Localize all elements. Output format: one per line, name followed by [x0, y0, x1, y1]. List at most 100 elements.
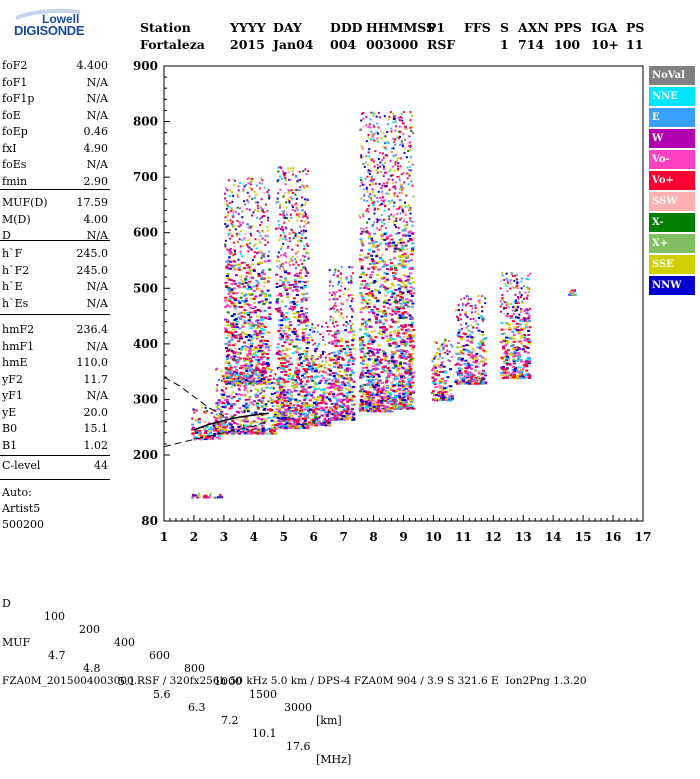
ionogram-point [378, 261, 381, 263]
ionogram-point [262, 231, 264, 233]
ionogram-point [403, 405, 406, 407]
ionogram-point [251, 306, 254, 308]
ionogram-point [277, 201, 279, 203]
ionogram-point [229, 325, 232, 327]
ionogram-point [225, 187, 227, 189]
ionogram-point [251, 312, 254, 314]
ionogram-point [384, 315, 387, 317]
ionogram-point [401, 245, 404, 247]
ionogram-point [239, 221, 241, 223]
ionogram-point [304, 384, 307, 386]
ionogram-point [378, 112, 380, 114]
ionogram-point [299, 171, 301, 173]
ionogram-point [291, 385, 294, 387]
ionogram-point [225, 282, 228, 284]
ionogram-point [267, 281, 270, 283]
ionogram-point [411, 303, 414, 305]
ionogram-point [353, 334, 356, 336]
ionogram-point [364, 375, 367, 377]
ionogram-point [286, 217, 288, 219]
ionogram-point [392, 374, 395, 376]
ionogram-point [233, 326, 236, 328]
ionogram-point [242, 222, 244, 224]
ionogram-point [326, 415, 329, 417]
ionogram-point [262, 361, 265, 363]
ionogram-point [231, 426, 234, 428]
ionogram-point [405, 317, 408, 319]
ionogram-point [392, 397, 395, 399]
ionogram-point [363, 228, 365, 230]
ionogram-point [331, 418, 334, 420]
ionogram-point [404, 275, 407, 277]
ionogram-point [385, 357, 388, 359]
ionogram-point [285, 261, 287, 263]
ionogram-point [280, 324, 283, 326]
ionogram-point [255, 364, 258, 366]
ionogram-point [385, 148, 387, 150]
ionogram-point [304, 408, 307, 410]
ionogram-point [348, 295, 350, 297]
ionogram-point [309, 362, 311, 364]
ionogram-point [247, 246, 249, 248]
ionogram-point [277, 310, 280, 312]
ionogram-point [368, 249, 371, 251]
ionogram-point [325, 380, 328, 382]
ionogram-point [256, 185, 258, 187]
ionogram-point [351, 408, 354, 410]
ionogram-point [402, 210, 404, 212]
ionogram-point [402, 402, 405, 404]
ionogram-point [292, 307, 295, 309]
ionogram-point [388, 343, 391, 345]
ionogram-point [409, 373, 412, 375]
ionogram-point [449, 351, 451, 353]
ionogram-point [255, 388, 257, 390]
ionogram-point [370, 394, 373, 396]
ionogram-point [341, 384, 344, 386]
ionogram-point [297, 324, 300, 326]
ionogram-point [369, 336, 372, 338]
ionogram-point [408, 353, 411, 355]
ionogram-point [397, 165, 399, 167]
ionogram-point [269, 318, 272, 320]
ionogram-point [472, 358, 475, 360]
ionogram-point [394, 224, 396, 226]
ionogram-point [393, 116, 395, 118]
ionogram-point [233, 242, 235, 244]
ionogram-point [294, 281, 297, 283]
ionogram-point [274, 412, 277, 414]
ionogram-point [399, 136, 401, 138]
ionogram-point [278, 220, 280, 222]
ionogram-point [336, 325, 338, 327]
ionogram-point [247, 250, 249, 252]
ionogram-point [233, 371, 236, 373]
ionogram-point [386, 193, 388, 195]
ionogram-point [369, 292, 372, 294]
ionogram-point [369, 282, 372, 284]
ionogram-point [289, 233, 291, 235]
ionogram-point [334, 269, 336, 271]
ionogram-point [335, 298, 337, 300]
ionogram-point [300, 307, 303, 309]
ionogram-point [367, 352, 370, 354]
ionogram-point [234, 298, 237, 300]
ionogram-point [394, 313, 397, 315]
ionogram-point [204, 430, 207, 432]
ionogram-point [305, 201, 307, 203]
ionogram-point [436, 352, 438, 354]
ionogram-point [303, 245, 305, 247]
ionogram-point [365, 210, 367, 212]
ionogram-point [279, 207, 281, 209]
ionogram-point [411, 243, 414, 245]
ionogram-point [286, 214, 288, 216]
ionogram-point [249, 248, 251, 250]
ionogram-point [340, 393, 343, 395]
ionogram-point [265, 235, 267, 237]
ionogram-point [284, 192, 286, 194]
ionogram-point [451, 395, 454, 397]
ionogram-point [292, 290, 295, 292]
ionogram-point [467, 362, 470, 364]
ionogram-point [307, 404, 310, 406]
ionogram-point [299, 272, 302, 274]
ionogram-point [369, 263, 372, 265]
